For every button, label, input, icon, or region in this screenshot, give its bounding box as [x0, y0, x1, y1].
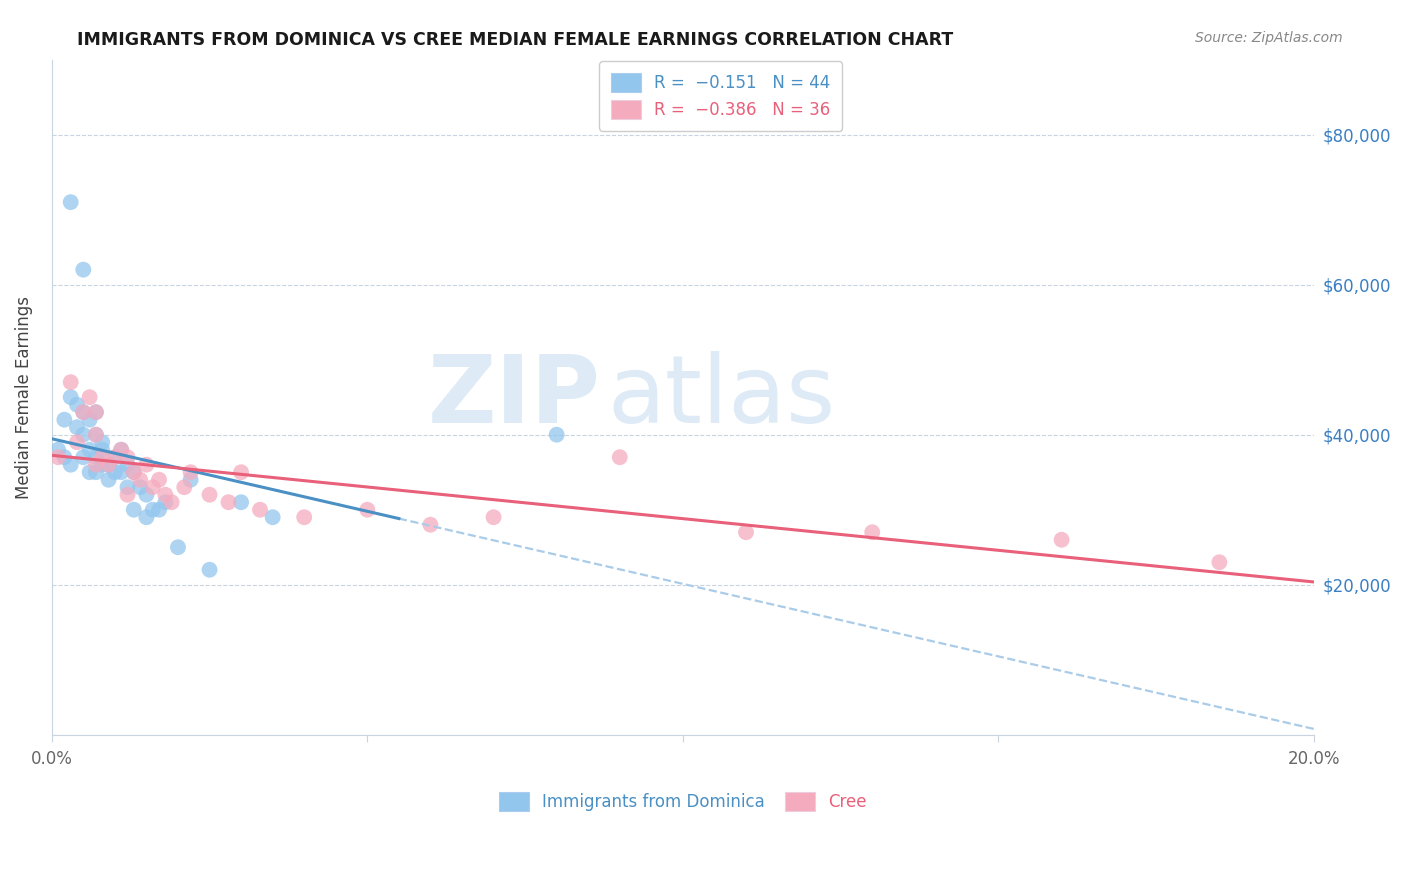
Point — [419, 517, 441, 532]
Point — [84, 405, 107, 419]
Point — [72, 262, 94, 277]
Point — [97, 458, 120, 472]
Point — [160, 495, 183, 509]
Point — [84, 405, 107, 419]
Point — [84, 427, 107, 442]
Point — [262, 510, 284, 524]
Point — [148, 473, 170, 487]
Point — [198, 563, 221, 577]
Point — [135, 488, 157, 502]
Point — [104, 465, 127, 479]
Point — [142, 480, 165, 494]
Point — [79, 465, 101, 479]
Point — [135, 510, 157, 524]
Point — [46, 442, 69, 457]
Point — [110, 465, 132, 479]
Point — [198, 488, 221, 502]
Point — [53, 450, 76, 465]
Point — [104, 450, 127, 465]
Point — [117, 458, 139, 472]
Point — [84, 465, 107, 479]
Point — [148, 502, 170, 516]
Point — [117, 488, 139, 502]
Point — [79, 390, 101, 404]
Point — [167, 540, 190, 554]
Point — [229, 465, 252, 479]
Point — [66, 398, 89, 412]
Point — [292, 510, 315, 524]
Point — [59, 195, 82, 210]
Legend: Immigrants from Dominica, Cree: Immigrants from Dominica, Cree — [488, 780, 879, 822]
Point — [135, 458, 157, 472]
Point — [180, 465, 202, 479]
Point — [356, 502, 378, 516]
Point — [104, 450, 127, 465]
Point — [72, 405, 94, 419]
Point — [217, 495, 239, 509]
Point — [59, 458, 82, 472]
Point — [155, 495, 177, 509]
Text: Source: ZipAtlas.com: Source: ZipAtlas.com — [1195, 31, 1343, 45]
Point — [97, 458, 120, 472]
Point — [173, 480, 195, 494]
Point — [229, 495, 252, 509]
Point — [609, 450, 631, 465]
Point — [860, 525, 883, 540]
Point — [59, 390, 82, 404]
Point — [79, 413, 101, 427]
Point — [110, 442, 132, 457]
Point — [142, 502, 165, 516]
Point — [122, 465, 145, 479]
Point — [97, 473, 120, 487]
Point — [59, 375, 82, 389]
Point — [482, 510, 505, 524]
Point — [1050, 533, 1073, 547]
Point — [72, 405, 94, 419]
Point — [84, 458, 107, 472]
Point — [91, 458, 114, 472]
Point — [155, 488, 177, 502]
Point — [53, 413, 76, 427]
Point — [546, 427, 568, 442]
Point — [129, 473, 152, 487]
Point — [249, 502, 271, 516]
Point — [72, 427, 94, 442]
Point — [84, 450, 107, 465]
Text: IMMIGRANTS FROM DOMINICA VS CREE MEDIAN FEMALE EARNINGS CORRELATION CHART: IMMIGRANTS FROM DOMINICA VS CREE MEDIAN … — [77, 31, 953, 49]
Point — [91, 450, 114, 465]
Point — [91, 442, 114, 457]
Text: ZIP: ZIP — [427, 351, 600, 443]
Point — [122, 502, 145, 516]
Point — [72, 450, 94, 465]
Point — [79, 442, 101, 457]
Point — [46, 450, 69, 465]
Text: atlas: atlas — [607, 351, 835, 443]
Point — [180, 473, 202, 487]
Point — [1208, 555, 1230, 569]
Y-axis label: Median Female Earnings: Median Female Earnings — [15, 295, 32, 499]
Point — [110, 442, 132, 457]
Point — [129, 480, 152, 494]
Point — [84, 427, 107, 442]
Point — [117, 480, 139, 494]
Point — [117, 450, 139, 465]
Point — [122, 465, 145, 479]
Point — [735, 525, 758, 540]
Point — [66, 420, 89, 434]
Point — [66, 435, 89, 450]
Point — [91, 435, 114, 450]
